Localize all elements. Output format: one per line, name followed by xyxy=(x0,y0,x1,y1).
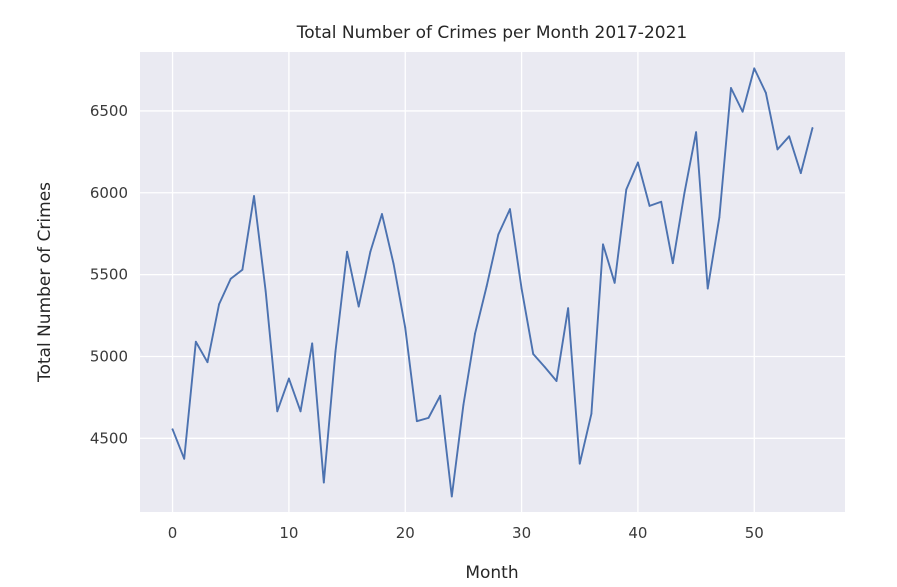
data-point xyxy=(241,268,244,271)
x-axis-title: Month xyxy=(465,563,518,583)
chart-title: Total Number of Crimes per Month 2017-20… xyxy=(296,23,687,43)
data-point xyxy=(194,340,197,343)
data-point xyxy=(648,204,651,207)
data-point xyxy=(253,195,255,197)
series-layer xyxy=(171,67,814,498)
data-point xyxy=(718,216,721,219)
data-point xyxy=(183,457,186,460)
data-point xyxy=(276,410,279,413)
data-point xyxy=(741,110,744,113)
x-tick-label: 40 xyxy=(628,524,647,542)
data-point xyxy=(311,342,314,345)
x-axis: 0 10 20 30 40 50 xyxy=(168,524,764,542)
y-tick-label: 6500 xyxy=(90,102,128,120)
data-point xyxy=(450,495,453,498)
data-point xyxy=(590,412,593,415)
data-point xyxy=(625,188,628,191)
data-point xyxy=(520,287,523,290)
data-point xyxy=(660,200,663,203)
y-tick-label: 5500 xyxy=(90,266,128,284)
data-point xyxy=(462,403,465,406)
data-point xyxy=(532,353,535,355)
data-point xyxy=(439,394,442,397)
data-point xyxy=(404,326,407,329)
data-point xyxy=(764,92,767,94)
data-point xyxy=(753,67,756,70)
data-point xyxy=(683,191,686,194)
data-point xyxy=(229,277,232,280)
data-point xyxy=(567,307,570,310)
data-point xyxy=(602,243,604,246)
data-point xyxy=(485,285,488,287)
data-point xyxy=(776,148,779,151)
data-point xyxy=(171,428,174,431)
data-point xyxy=(357,305,360,308)
x-tick-label: 0 xyxy=(168,524,178,542)
data-point xyxy=(509,208,511,211)
data-point xyxy=(671,262,674,265)
plot-area xyxy=(140,52,845,512)
data-point xyxy=(206,361,209,364)
data-point xyxy=(578,462,581,465)
data-point xyxy=(392,263,395,265)
data-point xyxy=(730,87,732,89)
grid xyxy=(140,52,845,512)
data-point xyxy=(799,172,802,175)
data-point xyxy=(288,377,290,380)
data-point xyxy=(218,303,221,305)
data-point xyxy=(381,213,383,215)
data-point xyxy=(497,233,500,236)
y-tick-label: 6000 xyxy=(90,184,128,202)
y-tick-label: 5000 xyxy=(90,347,128,365)
y-axis-title: Total Number of Crimes xyxy=(35,182,55,383)
data-point xyxy=(322,481,325,484)
data-point xyxy=(415,420,418,423)
data-point xyxy=(474,332,476,335)
data-point xyxy=(264,290,267,292)
data-point xyxy=(334,350,337,353)
data-point xyxy=(299,410,302,413)
data-point xyxy=(695,131,697,134)
data-point xyxy=(427,416,430,419)
x-tick-label: 30 xyxy=(512,524,531,542)
data-point xyxy=(543,366,546,369)
data-point xyxy=(346,250,348,253)
data-point xyxy=(637,161,639,164)
data-point xyxy=(555,380,558,382)
series-line xyxy=(171,67,814,498)
data-point xyxy=(811,127,814,130)
y-axis: 4500 5000 5500 6000 6500 xyxy=(90,102,128,447)
data-point xyxy=(706,287,709,290)
data-point xyxy=(613,281,616,284)
x-tick-label: 50 xyxy=(745,524,764,542)
y-tick-label: 4500 xyxy=(90,429,128,447)
x-tick-label: 10 xyxy=(279,524,298,542)
x-tick-label: 20 xyxy=(396,524,415,542)
data-point xyxy=(788,135,791,138)
data-point xyxy=(369,250,372,253)
